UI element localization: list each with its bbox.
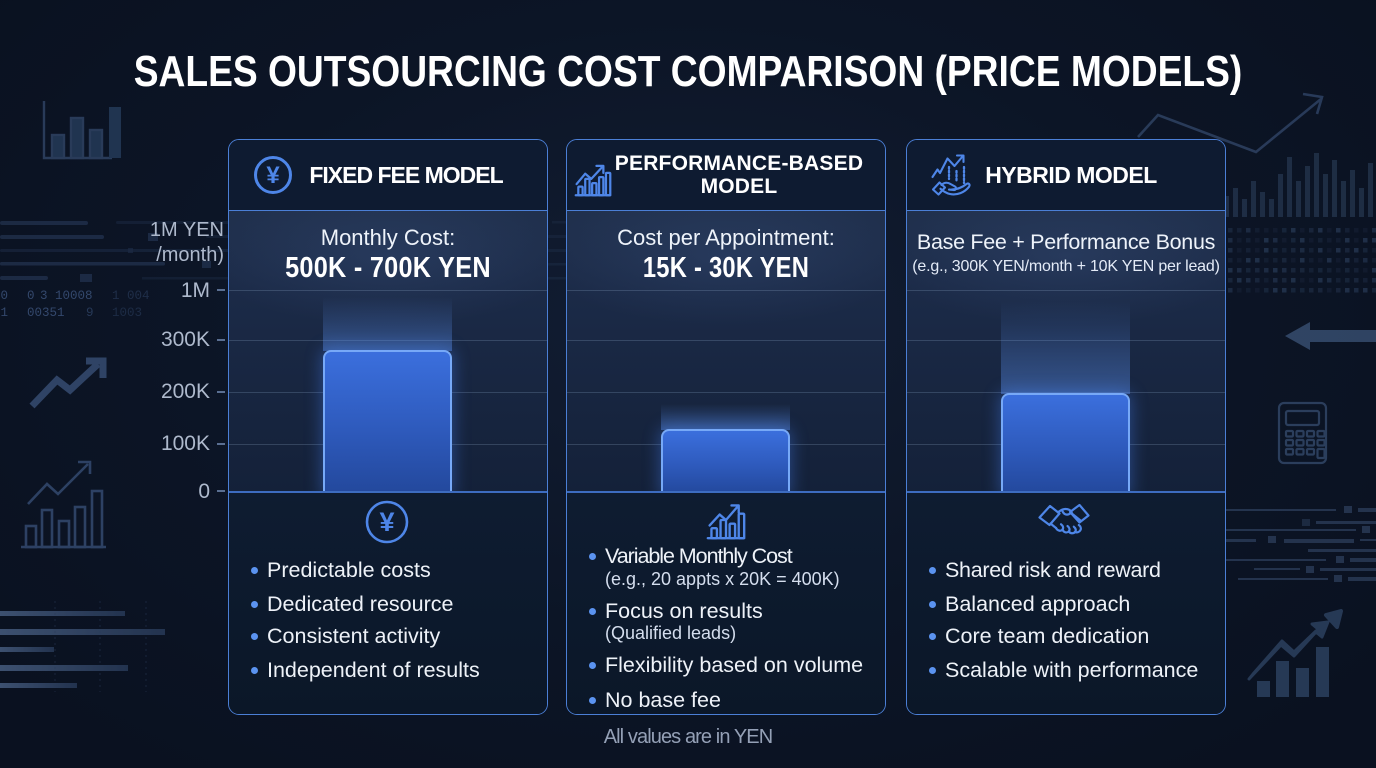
svg-text:9: 9 bbox=[86, 306, 94, 320]
svg-text:3 10008: 3 10008 bbox=[40, 289, 93, 303]
svg-text:11: 11 bbox=[0, 306, 8, 320]
svg-text:00351: 00351 bbox=[27, 306, 65, 320]
svg-text:¥: ¥ bbox=[266, 162, 280, 189]
svg-text:1 004: 1 004 bbox=[112, 289, 150, 303]
svg-text:10: 10 bbox=[0, 289, 8, 303]
svg-text:¥: ¥ bbox=[379, 507, 394, 537]
svg-text:1003: 1003 bbox=[112, 306, 142, 320]
svg-text:0: 0 bbox=[27, 289, 35, 303]
